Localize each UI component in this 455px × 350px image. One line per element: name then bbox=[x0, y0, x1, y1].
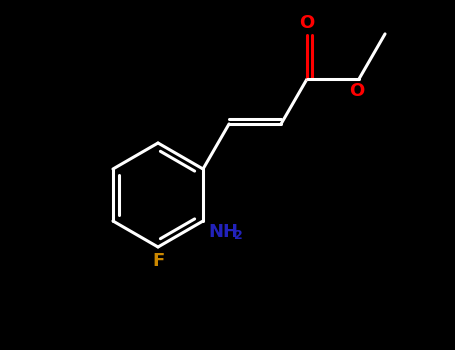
Text: NH: NH bbox=[208, 223, 238, 241]
Text: 2: 2 bbox=[234, 229, 243, 242]
Text: O: O bbox=[299, 14, 315, 32]
Text: F: F bbox=[152, 252, 164, 270]
Text: O: O bbox=[349, 82, 364, 100]
